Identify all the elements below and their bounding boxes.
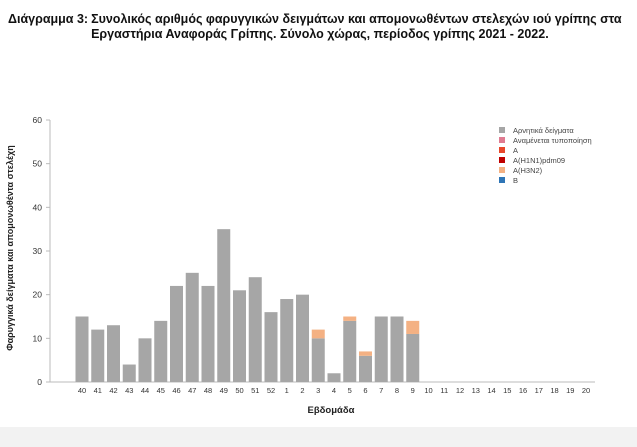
- x-tick-label: 9: [411, 386, 415, 395]
- x-tick-label: 12: [456, 386, 464, 395]
- x-tick-label: 19: [566, 386, 574, 395]
- x-tick-label: 44: [141, 386, 149, 395]
- bar: [327, 373, 341, 382]
- x-tick-label: 43: [125, 386, 133, 395]
- bar: [374, 316, 388, 382]
- x-tick-label: 48: [204, 386, 212, 395]
- x-tick-label: 15: [503, 386, 511, 395]
- x-tick-label: 17: [535, 386, 543, 395]
- x-tick-label: 2: [300, 386, 304, 395]
- x-tick-label: 52: [267, 386, 275, 395]
- bar: [343, 316, 357, 321]
- x-tick-label: 42: [109, 386, 117, 395]
- legend-label: Αρνητικά δείγματα: [513, 126, 574, 135]
- bar: [311, 338, 325, 382]
- x-tick-label: 46: [172, 386, 180, 395]
- x-tick-label: 18: [550, 386, 558, 395]
- bar: [138, 338, 152, 382]
- chart-title-prefix: Διάγραμμα 3:: [8, 12, 89, 26]
- y-tick-label: 20: [33, 290, 43, 300]
- bar: [390, 316, 404, 382]
- bar: [343, 320, 357, 382]
- chart-title-text: Συνολικός αριθμός φαρυγγικών δειγμάτων κ…: [91, 12, 622, 41]
- x-tick-label: 41: [94, 386, 102, 395]
- bar: [406, 333, 420, 382]
- legend-swatch: [499, 137, 505, 143]
- x-tick-label: 50: [235, 386, 243, 395]
- bar: [280, 299, 294, 382]
- y-axis-label: Φαρυγγικά δείγματα και απομονωθέντα στελ…: [5, 145, 15, 351]
- y-axis: 0 10 20 30 40 50 60: [33, 115, 51, 387]
- x-tick-label: 10: [424, 386, 432, 395]
- legend-swatch: [499, 167, 505, 173]
- bar: [154, 320, 168, 382]
- x-tick-label: 13: [472, 386, 480, 395]
- legend-label: A(H3N2): [513, 166, 543, 175]
- bar: [170, 285, 183, 382]
- legend-label: Αναμένεται τυποποίηση: [513, 136, 592, 145]
- legend-swatch: [499, 157, 505, 163]
- bar: [296, 294, 309, 382]
- x-tick-label: 16: [519, 386, 527, 395]
- bar: [359, 351, 372, 356]
- bar: [75, 316, 89, 382]
- bar: [311, 329, 325, 339]
- x-tick-label: 14: [487, 386, 495, 395]
- chart-title: Διάγραμμα 3: Συνολικός αριθμός φαρυγγικώ…: [8, 12, 628, 42]
- x-tick-label: 51: [251, 386, 259, 395]
- x-tick-label: 8: [395, 386, 399, 395]
- x-tick-label: 11: [440, 386, 448, 395]
- x-tick-label: 1: [285, 386, 289, 395]
- bar: [406, 320, 420, 334]
- bar: [122, 364, 136, 382]
- x-tick-label: 49: [220, 386, 228, 395]
- y-tick-label: 30: [33, 246, 43, 256]
- x-tick-label: 5: [348, 386, 352, 395]
- bar: [185, 272, 199, 382]
- x-axis-label: Εβδομάδα: [308, 405, 355, 416]
- x-tick-label: 45: [157, 386, 165, 395]
- legend-label: B: [513, 176, 518, 185]
- legend-label: A: [513, 146, 518, 155]
- y-tick-label: 40: [33, 202, 43, 212]
- x-axis: 40 41 42 43 44 45 46 47 48 49 50 51 52 1 2 3 4 5 6 7 8 9 10 11 1…: [50, 381, 595, 395]
- x-tick-label: 6: [363, 386, 367, 395]
- y-tick-label: 50: [33, 159, 43, 169]
- x-tick-label: 3: [316, 386, 320, 395]
- y-tick-label: 60: [33, 115, 43, 125]
- legend-swatch: [499, 177, 505, 183]
- x-tick-label: 7: [379, 386, 383, 395]
- bar: [264, 312, 278, 382]
- x-tick-label: 47: [188, 386, 196, 395]
- bar: [201, 285, 215, 382]
- y-tick-label: 0: [37, 377, 42, 387]
- bar: [233, 290, 246, 382]
- bar: [91, 329, 105, 382]
- bar: [248, 277, 262, 382]
- y-tick-label: 10: [33, 333, 43, 343]
- bars: [75, 229, 420, 382]
- x-tick-label: 4: [332, 386, 336, 395]
- x-tick-label: 20: [582, 386, 590, 395]
- bar: [217, 229, 231, 382]
- legend-label: A(H1N1)pdm09: [513, 156, 565, 165]
- bar: [359, 355, 372, 382]
- x-tick-label: 40: [78, 386, 86, 395]
- legend-swatch: [499, 147, 505, 153]
- page-footer-band: [0, 427, 637, 447]
- legend-swatch: [499, 127, 505, 133]
- bar: [107, 325, 120, 382]
